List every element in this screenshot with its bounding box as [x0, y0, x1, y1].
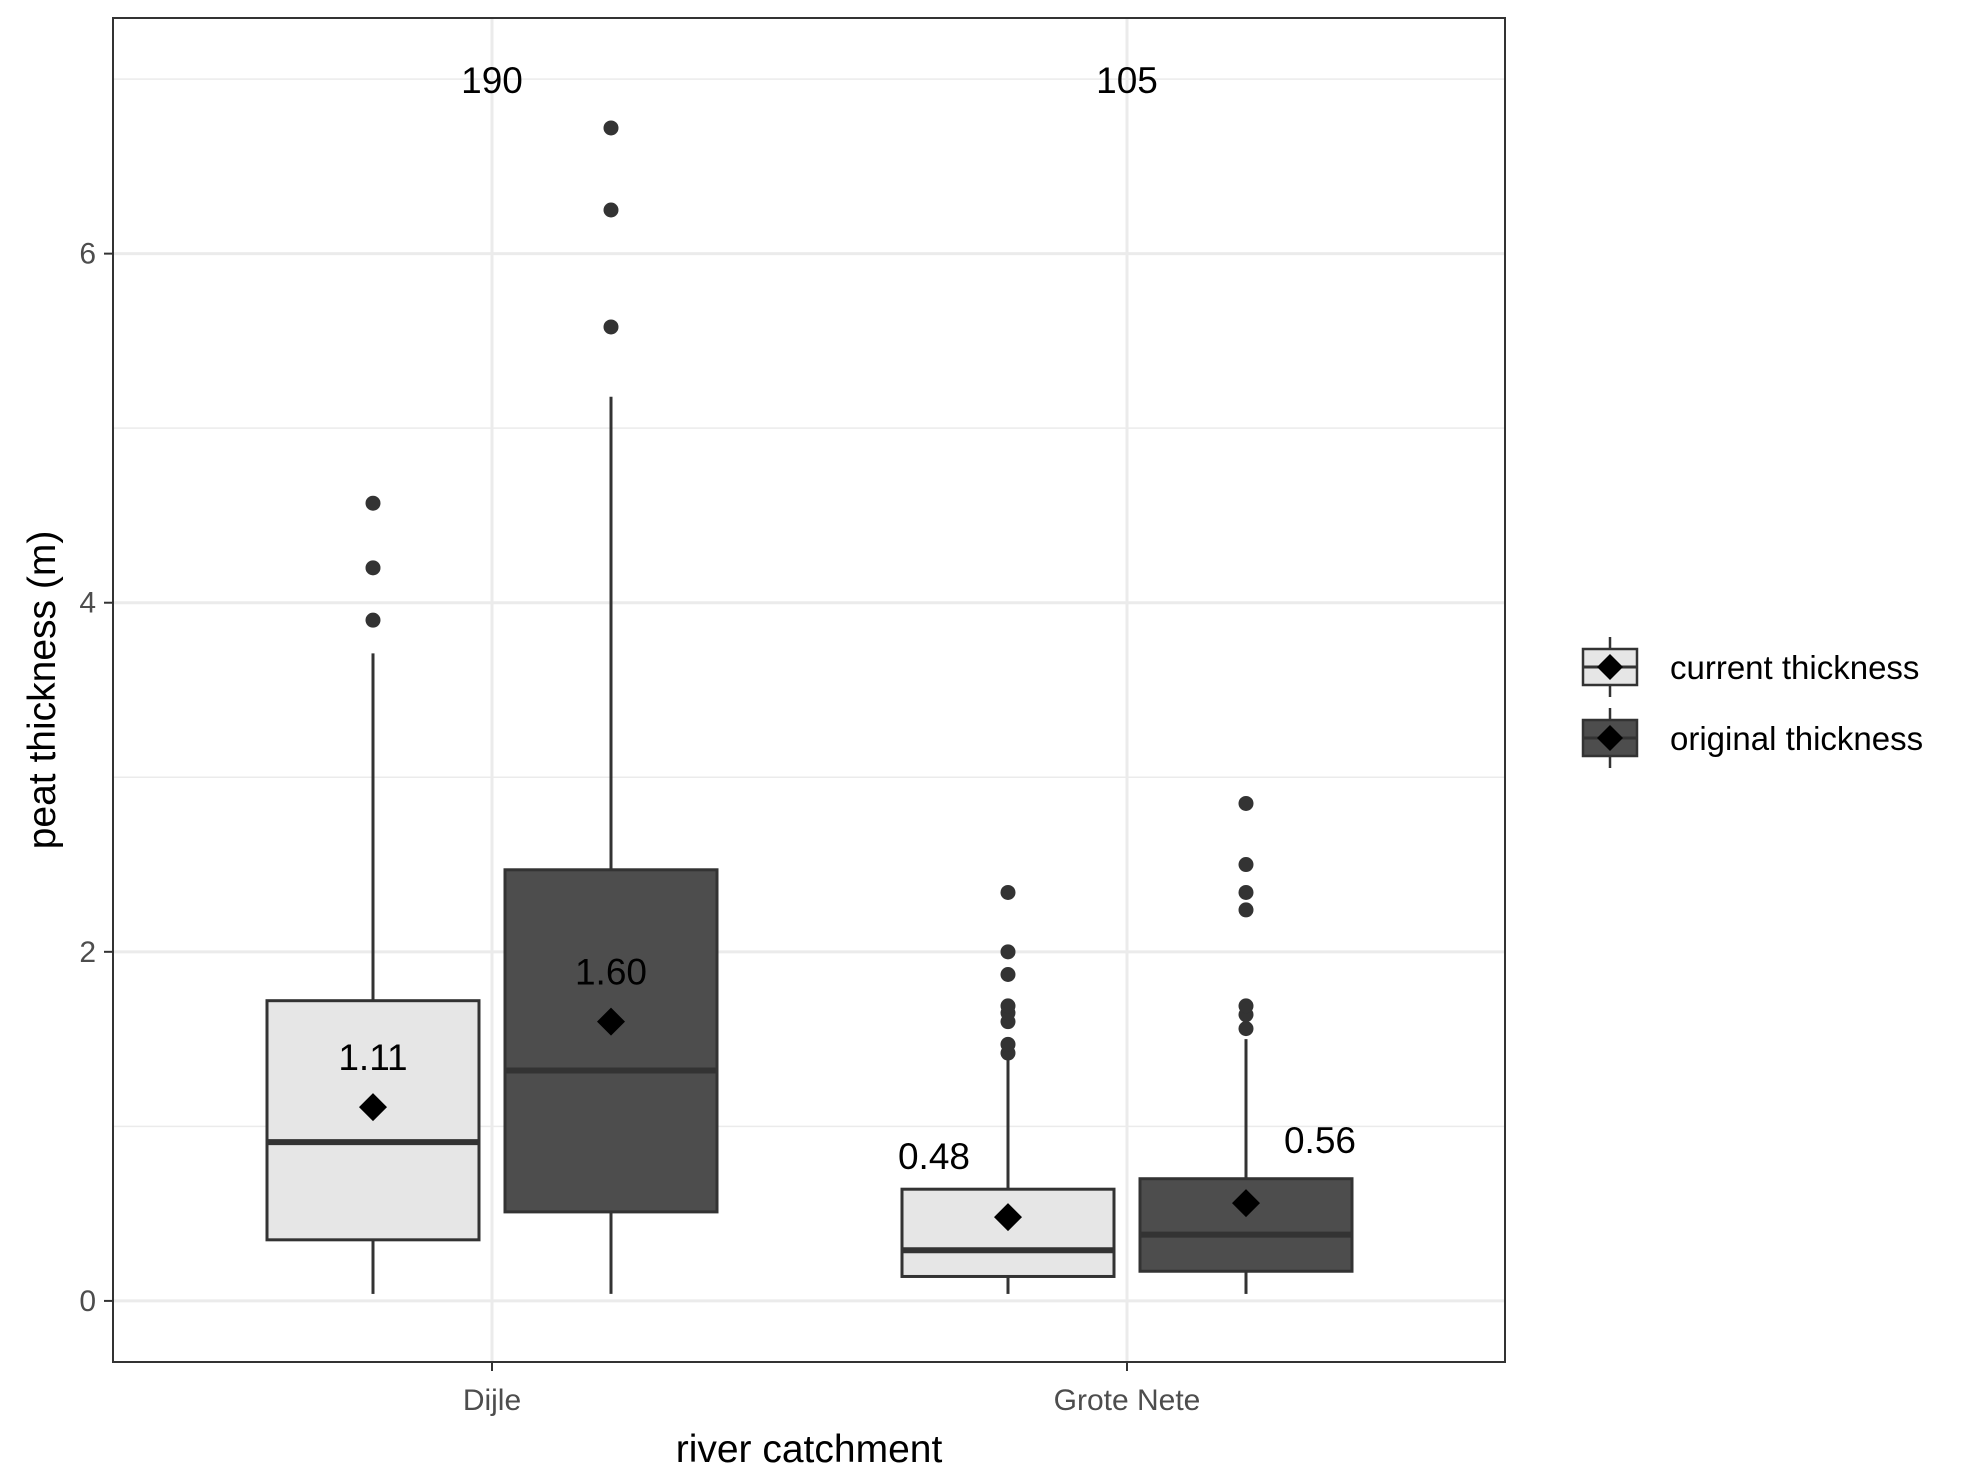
- outlier-point: [1238, 902, 1254, 918]
- legend-key-mean: [1597, 725, 1623, 751]
- box-current-1: [900, 884, 1116, 1294]
- axes: 0 2 4 6 Dijle Grote Nete: [79, 238, 1200, 1417]
- box-original-1: [1138, 795, 1354, 1294]
- outlier-point: [365, 560, 381, 576]
- legend-item-original: original thickness: [1581, 708, 1923, 768]
- x-axis-title: river catchment: [676, 1428, 943, 1471]
- outlier-point: [603, 202, 619, 218]
- mean-label: 1.60: [575, 952, 647, 993]
- box-original-0: [503, 120, 719, 1294]
- mean-marker: [994, 1203, 1022, 1232]
- outlier-point: [1000, 1036, 1016, 1052]
- y-tick-label: 0: [79, 1285, 96, 1318]
- outlier-point: [1000, 998, 1016, 1014]
- outlier-point: [1000, 884, 1016, 900]
- mean-label: 0.48: [898, 1136, 970, 1177]
- mean-label: 0.56: [1284, 1120, 1356, 1161]
- box-body: [900, 1187, 1116, 1278]
- legend-label: original thickness: [1670, 720, 1923, 757]
- legend-item-current: current thickness: [1581, 637, 1919, 697]
- count-label: 190: [461, 60, 523, 101]
- mean-marker: [1232, 1189, 1260, 1218]
- outlier-point: [603, 120, 619, 136]
- y-tick-label: 6: [79, 238, 96, 271]
- outlier-point: [365, 612, 381, 628]
- box-current-0: [265, 495, 481, 1294]
- mean-marker: [597, 1007, 625, 1036]
- y-axis-title: peat thickness (m): [21, 531, 64, 850]
- outlier-point: [1238, 857, 1254, 873]
- outlier-point: [365, 495, 381, 511]
- mean-label: 1.11: [338, 1037, 407, 1078]
- box-body: [503, 868, 719, 1214]
- x-tick-label: Grote Nete: [1054, 1384, 1201, 1417]
- legend: current thickness original thickness: [1581, 637, 1923, 768]
- outlier-point: [1238, 1021, 1254, 1037]
- outlier-point: [1238, 884, 1254, 900]
- outlier-point: [1238, 998, 1254, 1014]
- x-tick-label: Dijle: [463, 1384, 521, 1417]
- legend-label: current thickness: [1670, 649, 1919, 686]
- annotations: 1.11 0.48 1.60 0.56 190 105: [338, 60, 1356, 1177]
- boxes: [265, 120, 1354, 1294]
- y-tick-label: 4: [79, 587, 96, 620]
- panel-border: [112, 17, 1506, 1363]
- y-tick-label: 2: [79, 936, 96, 969]
- outlier-point: [603, 319, 619, 335]
- count-label: 105: [1096, 60, 1158, 101]
- outlier-point: [1000, 967, 1016, 983]
- outlier-point: [1000, 944, 1016, 960]
- mean-marker: [359, 1093, 387, 1122]
- legend-key-mean: [1597, 654, 1623, 680]
- grid-lines: [113, 18, 1505, 1362]
- outlier-point: [1238, 795, 1254, 811]
